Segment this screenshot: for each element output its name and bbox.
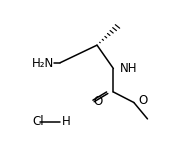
Text: H₂N: H₂N [32, 57, 54, 70]
Text: O: O [93, 95, 102, 108]
Text: H: H [62, 115, 70, 128]
Text: NH: NH [120, 62, 137, 75]
Text: Cl: Cl [32, 115, 44, 128]
Text: O: O [138, 94, 147, 107]
